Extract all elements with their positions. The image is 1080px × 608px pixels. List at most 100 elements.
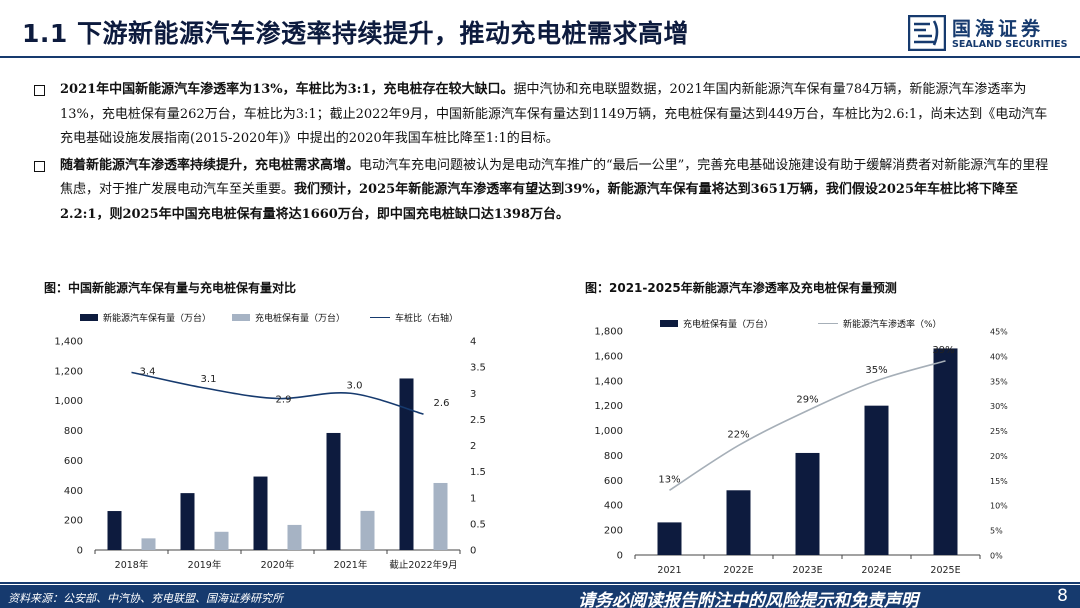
y2-tick-label: 20% bbox=[990, 452, 1008, 461]
legend-swatch bbox=[232, 314, 250, 321]
logo-cn-text: 国海证券 bbox=[952, 18, 1045, 40]
data-label: 39% bbox=[932, 345, 954, 356]
left-chart-title: 图：中国新能源汽车保有量与充电桩保有量对比 bbox=[44, 281, 297, 295]
y-tick-label: 600 bbox=[64, 456, 83, 467]
x-tick-label: 2020年 bbox=[261, 559, 295, 571]
bullet-2-bold: 随着新能源汽车渗透率持续提升，充电桩需求高增。 bbox=[60, 157, 360, 173]
y-tick-label: 1,200 bbox=[594, 401, 623, 412]
page-number: 8 bbox=[1057, 586, 1068, 606]
y2-tick-label: 0 bbox=[470, 546, 476, 557]
data-label: 3.1 bbox=[201, 374, 217, 385]
y-tick-label: 200 bbox=[604, 526, 623, 537]
y-tick-label: 400 bbox=[604, 501, 623, 512]
data-label: 29% bbox=[796, 395, 818, 406]
bar bbox=[433, 482, 448, 550]
y-tick-label: 400 bbox=[64, 486, 83, 497]
left-chart: 0 200 400 600 800 1,000 1,200 1,400 0 0.5 1 1.5 2 2.5… bbox=[54, 337, 486, 572]
bullet-box-icon bbox=[34, 160, 45, 172]
data-label: 3.4 bbox=[140, 366, 156, 377]
legend-label: 充电桩保有量（万台） bbox=[683, 320, 774, 330]
y-tick-label: 1,200 bbox=[54, 366, 83, 377]
y2-tick-label: 5% bbox=[990, 527, 1003, 536]
y-tick-label: 0 bbox=[617, 551, 623, 562]
bar bbox=[107, 511, 122, 550]
bar bbox=[726, 490, 751, 555]
data-label: 22% bbox=[727, 429, 749, 440]
bar bbox=[933, 348, 958, 555]
bar bbox=[287, 524, 302, 550]
y2-tick-label: 1 bbox=[470, 493, 476, 504]
legend-swatch bbox=[818, 323, 838, 324]
data-label: 2.9 bbox=[276, 394, 292, 405]
legend-label: 新能源汽车保有量（万台） bbox=[103, 314, 212, 324]
y2-tick-label: 0% bbox=[990, 552, 1003, 561]
bar bbox=[399, 378, 414, 550]
data-label: 35% bbox=[865, 365, 887, 376]
y2-tick-label: 45% bbox=[990, 328, 1008, 337]
bullet-1: 2021年中国新能源汽车渗透率为13%，车桩比为3:1，充电桩存在较大缺口。据中… bbox=[30, 78, 1050, 152]
data-label: 3.0 bbox=[347, 380, 363, 391]
y-tick-label: 800 bbox=[604, 451, 623, 462]
series-line bbox=[131, 371, 424, 415]
bar bbox=[326, 432, 341, 550]
y2-tick-label: 4 bbox=[470, 337, 476, 348]
y2-tick-label: 15% bbox=[990, 477, 1008, 486]
y-tick-label: 1,400 bbox=[54, 337, 83, 348]
y2-tick-label: 0.5 bbox=[470, 519, 486, 530]
sealand-logo-icon bbox=[908, 15, 946, 51]
bullet-2-bold-conclusion: 我们预计，2025年新能源汽车渗透率有望达到39%，新能源汽车保有量将达到365… bbox=[60, 182, 1019, 222]
y2-tick-label: 1.5 bbox=[470, 467, 486, 478]
bar bbox=[360, 510, 375, 550]
bar bbox=[180, 493, 195, 550]
logo-en-text: SEALAND SECURITIES bbox=[952, 39, 1068, 50]
legend-label: 车桩比（右轴） bbox=[395, 314, 459, 324]
company-logo: 国海证券 SEALAND SECURITIES bbox=[908, 12, 1068, 54]
y-tick-label: 1,000 bbox=[594, 426, 623, 437]
x-tick-label: 2023E bbox=[792, 565, 822, 576]
left-legend-pile: 充电桩保有量（万台） bbox=[232, 311, 345, 324]
y2-tick-label: 35% bbox=[990, 377, 1008, 386]
y-tick-label: 0 bbox=[77, 546, 83, 557]
right-legend-penetration: 新能源汽车渗透率（%） bbox=[818, 317, 942, 330]
right-legend-pile: 充电桩保有量（万台） bbox=[660, 317, 773, 330]
bullet-list: 2021年中国新能源汽车渗透率为13%，车桩比为3:1，充电桩存在较大缺口。据中… bbox=[30, 78, 1050, 227]
left-legend-ev: 新能源汽车保有量（万台） bbox=[80, 311, 211, 324]
x-tick-label: 2021 bbox=[657, 565, 681, 576]
y-tick-label: 800 bbox=[64, 426, 83, 437]
y2-tick-label: 2 bbox=[470, 441, 476, 452]
y-tick-label: 1,000 bbox=[54, 396, 83, 407]
bullet-1-text: 据中汽协和充电联盟数据，2021年国内新能源汽车保有量784万辆，新能源汽车渗透… bbox=[60, 82, 1048, 146]
legend-label: 充电桩保有量（万台） bbox=[255, 314, 346, 324]
y-tick-label: 1,800 bbox=[594, 327, 623, 338]
left-legend-ratio: 车桩比（右轴） bbox=[370, 311, 458, 324]
bullet-box-icon bbox=[34, 85, 45, 96]
legend-label: 新能源汽车渗透率（%） bbox=[843, 320, 942, 330]
page-title: 1.1 下游新能源汽车渗透率持续提升，推动充电桩需求高增 bbox=[22, 19, 689, 48]
bar bbox=[141, 538, 156, 550]
y2-tick-label: 3 bbox=[470, 389, 476, 400]
y2-tick-label: 25% bbox=[990, 427, 1008, 436]
y-tick-label: 600 bbox=[604, 476, 623, 487]
legend-swatch bbox=[80, 314, 98, 321]
series-line bbox=[669, 360, 946, 491]
x-tick-label: 2018年 bbox=[115, 559, 149, 571]
y2-tick-label: 2.5 bbox=[470, 415, 486, 426]
header-divider bbox=[0, 56, 1080, 58]
bullet-2: 随着新能源汽车渗透率持续提升，充电桩需求高增。电动汽车充电问题被认为是电动汽车推… bbox=[30, 154, 1050, 228]
y2-tick-label: 30% bbox=[990, 402, 1008, 411]
y2-tick-label: 40% bbox=[990, 352, 1008, 361]
x-tick-label: 2025E bbox=[930, 565, 960, 576]
bar bbox=[795, 452, 820, 555]
footer-bar: 资料来源：公安部、中汽协、充电联盟、国海证券研究所 请务必阅读报告附注中的风险提… bbox=[0, 582, 1080, 608]
legend-swatch bbox=[370, 317, 390, 318]
y-tick-label: 200 bbox=[64, 516, 83, 527]
right-chart: 0 200 400 600 800 1,000 1,200 1,400 1,600 1,800 0%… bbox=[594, 327, 1008, 577]
right-chart-title: 图：2021-2025年新能源汽车渗透率及充电桩保有量预测 bbox=[585, 281, 897, 295]
y2-tick-label: 10% bbox=[990, 502, 1008, 511]
bar bbox=[214, 531, 229, 550]
x-tick-label: 截止2022年9月 bbox=[389, 559, 457, 571]
y2-tick-label: 3.5 bbox=[470, 363, 486, 374]
disclaimer-text: 请务必阅读报告附注中的风险提示和免责声明 bbox=[578, 591, 918, 608]
bar bbox=[253, 476, 268, 550]
y-tick-label: 1,600 bbox=[594, 351, 623, 362]
